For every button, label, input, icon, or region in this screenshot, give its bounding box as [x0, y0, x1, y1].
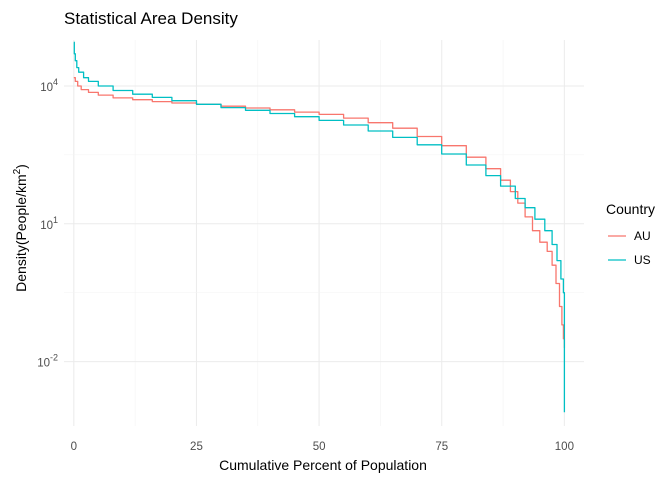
legend: Country AU US: [606, 201, 655, 267]
x-axis-ticks: 0 25 50 75 100: [71, 441, 574, 453]
legend-entries: AU US: [608, 229, 651, 267]
series-line-us: [73, 41, 566, 413]
y-tick-label: 10-2: [37, 353, 58, 370]
series-layer: [73, 41, 566, 413]
grid: [64, 40, 584, 426]
series-line-au: [73, 77, 566, 348]
y-tick-base: 10: [40, 220, 53, 232]
y-axis-title-main: Density(People/km: [13, 174, 29, 292]
y-axis-title-end: ): [13, 164, 29, 169]
y-tick-exponent: -2: [50, 353, 58, 363]
y-tick-label: 104: [40, 77, 58, 94]
y-tick-base: 10: [40, 82, 53, 94]
y-tick-label: 101: [40, 215, 58, 232]
legend-label-us: US: [634, 253, 651, 267]
x-tick-label: 100: [555, 441, 574, 453]
legend-label-au: AU: [634, 229, 651, 243]
y-axis-title: Density(People/km2): [12, 164, 29, 292]
x-tick-label: 25: [190, 441, 203, 453]
chart-title: Statistical Area Density: [64, 9, 238, 28]
x-axis-title: Cumulative Percent of Population: [219, 457, 427, 473]
y-tick-base: 10: [37, 358, 50, 370]
legend-title: Country: [606, 201, 655, 217]
x-tick-label: 75: [435, 441, 448, 453]
y-axis-title-superscript: 2: [12, 168, 23, 174]
y-tick-exponent: 1: [53, 215, 58, 225]
y-tick-exponent: 4: [53, 77, 58, 87]
x-tick-label: 0: [71, 441, 77, 453]
x-tick-label: 50: [313, 441, 326, 453]
